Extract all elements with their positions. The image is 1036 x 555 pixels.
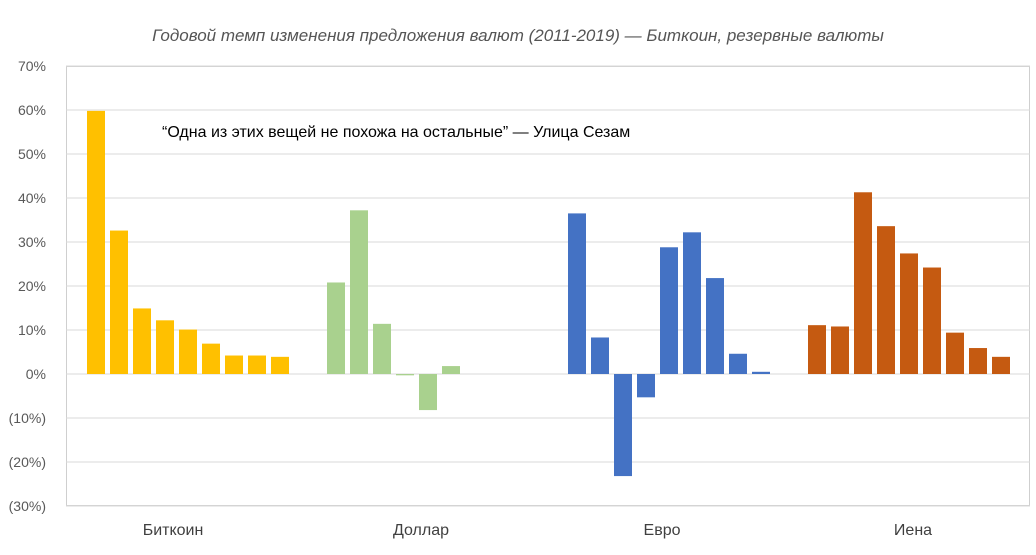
bar <box>133 308 151 374</box>
category-labels: Биткоин Доллар Евро Иена <box>143 522 932 539</box>
bar <box>946 332 964 374</box>
bar <box>683 232 701 374</box>
bar <box>350 210 368 374</box>
bar <box>614 374 632 477</box>
annotation-text: “Одна из этих вещей не похожа на остальн… <box>162 124 630 141</box>
bar <box>923 267 941 374</box>
bar <box>854 192 872 374</box>
y-tick-label: (10%) <box>9 410 46 426</box>
bar <box>373 323 391 374</box>
bar <box>591 337 609 374</box>
bar <box>327 282 345 374</box>
bar <box>637 374 655 398</box>
y-tick-label: (30%) <box>9 498 46 514</box>
bar <box>877 226 895 374</box>
bar <box>202 343 220 374</box>
category-label: Биткоин <box>143 522 204 539</box>
bar <box>660 247 678 374</box>
bar <box>156 320 174 374</box>
y-tick-label: 20% <box>18 278 46 294</box>
bar <box>110 230 128 374</box>
bar <box>706 278 724 374</box>
y-tick-label: 10% <box>18 322 46 338</box>
bar <box>729 353 747 374</box>
y-tick-label: 40% <box>18 190 46 206</box>
bar <box>900 253 918 374</box>
y-tick-label: (20%) <box>9 454 46 470</box>
chart-title: Годовой темп изменения предложения валют… <box>152 26 884 45</box>
bar <box>992 356 1010 374</box>
category-label: Иена <box>894 522 932 539</box>
y-tick-label: 30% <box>18 234 46 250</box>
bar <box>969 348 987 374</box>
bar <box>442 366 460 374</box>
bar <box>396 374 414 376</box>
bar <box>419 374 437 411</box>
y-tick-label: 0% <box>26 366 46 382</box>
bars <box>87 110 1010 477</box>
bar <box>225 355 243 374</box>
category-label: Евро <box>644 522 681 539</box>
category-label: Доллар <box>393 522 449 539</box>
bar <box>831 326 849 374</box>
y-tick-label: 50% <box>18 146 46 162</box>
bar <box>248 355 266 374</box>
bar <box>87 110 105 374</box>
bar <box>808 325 826 374</box>
y-axis-tick-labels: 70% 60% 50% 40% 30% 20% 10% 0% (10%) (20%) (30%) <box>9 58 46 514</box>
bar <box>568 213 586 374</box>
bar <box>752 371 770 374</box>
bar <box>271 356 289 374</box>
y-tick-label: 60% <box>18 102 46 118</box>
y-tick-label: 70% <box>18 58 46 74</box>
bar <box>179 329 197 374</box>
